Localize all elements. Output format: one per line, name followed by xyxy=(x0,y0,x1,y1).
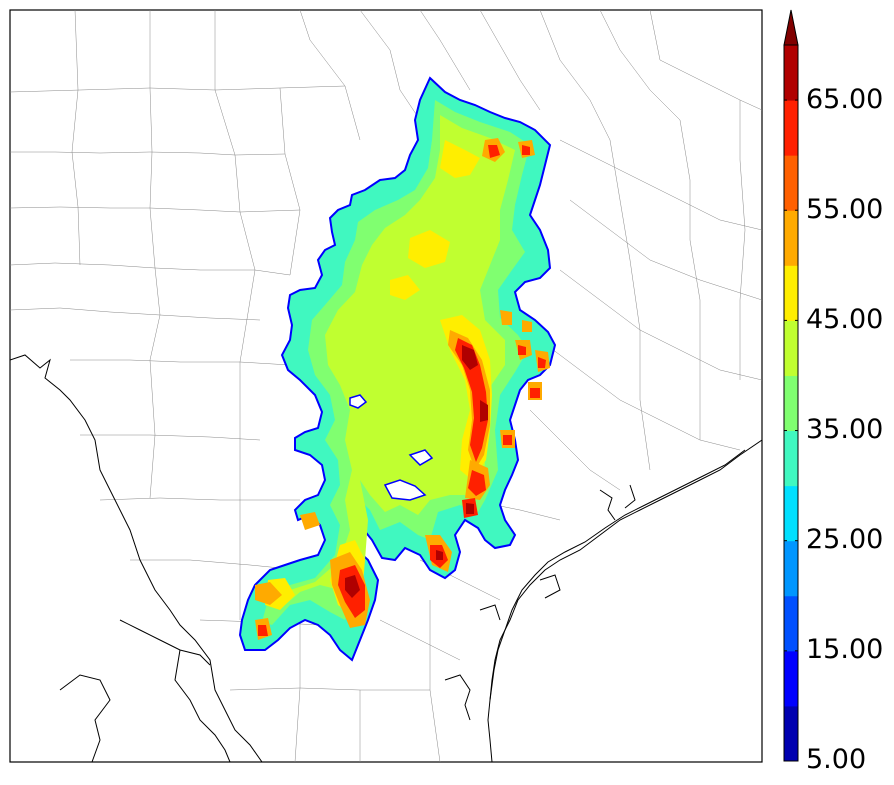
colorbar-segment xyxy=(784,100,798,156)
colorbar-segment xyxy=(784,155,798,211)
colorbar-segment xyxy=(784,650,798,707)
colorbar-tick-label: 45.00 xyxy=(806,304,884,335)
field-midhigh xyxy=(285,115,515,605)
coastline xyxy=(10,354,762,762)
colorbar-tick-label: 25.00 xyxy=(806,524,884,555)
colorbar-segment xyxy=(784,210,798,266)
colorbar-segment xyxy=(784,705,798,762)
colorbar-segment xyxy=(784,485,798,542)
colorbar-tick-label: 15.00 xyxy=(806,634,884,665)
county-boundaries xyxy=(10,10,762,762)
colorbar-segment xyxy=(784,540,798,597)
colorbar-tick-label: 5.00 xyxy=(806,744,867,775)
colorbar-segment xyxy=(784,45,798,101)
colorbar-segment xyxy=(784,595,798,652)
radar-reflectivity-field xyxy=(238,76,557,662)
colorbar-segment xyxy=(784,265,798,321)
colorbar xyxy=(783,9,799,762)
colorbar-tick-label: 35.00 xyxy=(806,414,884,445)
field-high xyxy=(265,140,492,615)
colorbar-segment xyxy=(784,430,798,487)
colorbar-frame xyxy=(783,44,799,762)
colorbar-segment xyxy=(784,320,798,376)
colorbar-segment xyxy=(784,375,798,432)
field-gap xyxy=(349,394,434,501)
colorbar-extend-arrow xyxy=(783,9,799,46)
colorbar-tick-label: 55.00 xyxy=(806,194,884,225)
colorbar-tick-label: 65.00 xyxy=(806,84,884,115)
